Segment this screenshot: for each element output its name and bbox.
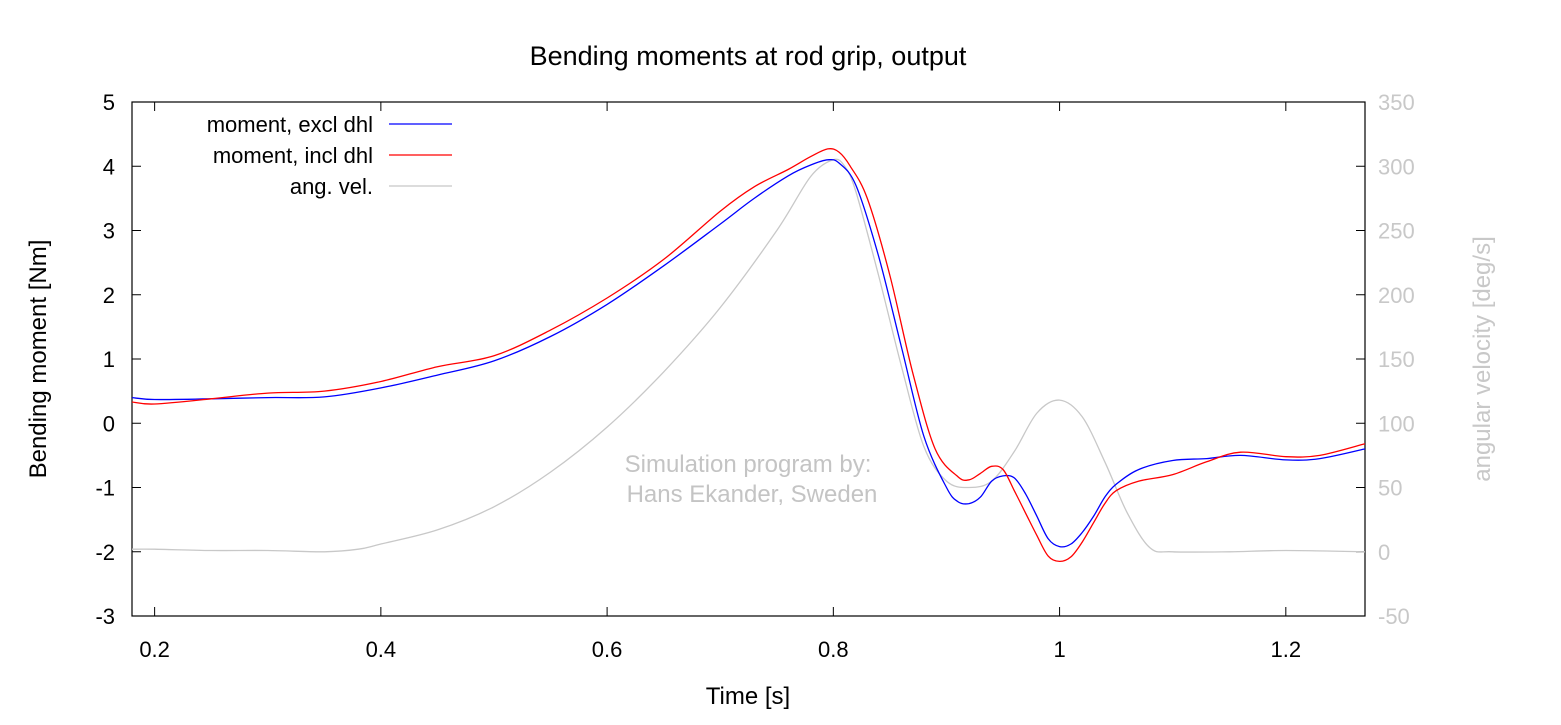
x-axis-label: Time [s] — [706, 683, 790, 710]
series-line-1 — [131, 148, 1366, 563]
y2-tick-label: 0 — [1378, 540, 1390, 565]
x-tick-label: 0.4 — [366, 637, 397, 662]
y2-tick-label: 300 — [1378, 154, 1415, 179]
series-line-0 — [131, 158, 1366, 548]
watermark-line-2: Hans Ekander, Sweden — [627, 481, 878, 508]
y2-tick-label: -50 — [1378, 604, 1410, 629]
y-tick-label: -2 — [95, 540, 115, 565]
y-tick-label: 1 — [103, 347, 115, 372]
x-tick-label: 1 — [1053, 637, 1065, 662]
y-tick-label: 4 — [103, 154, 115, 179]
x-tick-label: 1.2 — [1271, 637, 1302, 662]
y-tick-label: -1 — [95, 476, 115, 501]
y2-tick-label: 150 — [1378, 347, 1415, 372]
y-tick-label: 2 — [103, 283, 115, 308]
legend-label: ang. vel. — [290, 174, 373, 199]
y-tick-label: -3 — [95, 604, 115, 629]
legend-label: moment, excl dhl — [207, 112, 373, 137]
y2-tick-label: 50 — [1378, 476, 1402, 501]
y-tick-label: 3 — [103, 219, 115, 244]
x-tick-label: 0.8 — [818, 637, 849, 662]
x-tick-label: 0.2 — [139, 637, 170, 662]
series-line-2 — [131, 158, 1366, 553]
y2-tick-label: 250 — [1378, 219, 1415, 244]
y-tick-label: 0 — [103, 411, 115, 436]
y2-axis-label: angular velocity [deg/s] — [1469, 236, 1496, 481]
chart-title: Bending moments at rod grip, output — [530, 41, 967, 71]
x-tick-label: 0.6 — [592, 637, 623, 662]
legend-label: moment, incl dhl — [213, 143, 373, 168]
watermark-line-1: Simulation program by: — [625, 451, 872, 478]
y-axis-label: Bending moment [Nm] — [25, 240, 52, 479]
legend: moment, excl dhl moment, incl dhl ang. vel… — [207, 112, 452, 199]
x-axis-ticks: 0.2 0.4 0.6 0.8 1 1.2 — [139, 102, 1301, 662]
y2-tick-label: 350 — [1378, 90, 1415, 115]
y-axis-ticks: -3 -2 -1 0 1 2 3 4 5 — [95, 90, 141, 629]
y2-axis-ticks: -50 0 50 100 150 200 250 300 350 — [1356, 90, 1415, 629]
series-lines — [131, 148, 1366, 563]
y-tick-label: 5 — [103, 90, 115, 115]
y2-tick-label: 100 — [1378, 411, 1415, 436]
y2-tick-label: 200 — [1378, 283, 1415, 308]
